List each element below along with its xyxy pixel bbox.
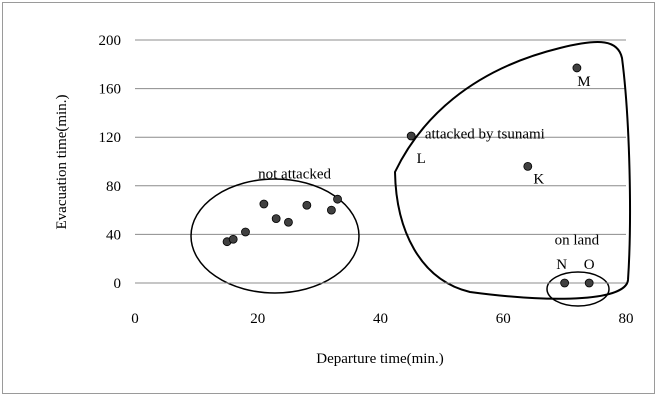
data-point-0-5 xyxy=(284,217,293,227)
data-point-0-8 xyxy=(333,194,342,204)
annotations: not attacked attacked by tsunami on land xyxy=(258,127,600,249)
y-axis-label: Evacuation time(min.) xyxy=(54,95,70,230)
data-point-0-11 xyxy=(572,63,582,73)
y-tick-label-200: 200 xyxy=(99,33,122,49)
attacked-by-tsunami-outline xyxy=(393,41,631,300)
point-label-O: O xyxy=(584,257,595,273)
x-tick-labels: 0 20 40 60 80 xyxy=(131,311,633,327)
y-tick-label-120: 120 xyxy=(99,130,122,146)
data-point-0-2 xyxy=(241,227,250,237)
annotation-1: attacked by tsunami xyxy=(425,127,545,143)
point-label-K: K xyxy=(533,171,544,187)
data-point-0-13 xyxy=(584,278,594,288)
x-tick-label-80: 80 xyxy=(619,311,634,327)
annotation-0: not attacked xyxy=(258,167,331,183)
chart-frame xyxy=(2,2,655,394)
data-point-0-4 xyxy=(271,214,281,224)
data-point-0-9 xyxy=(406,131,416,141)
data-points xyxy=(222,63,594,288)
y-tick-label-80: 80 xyxy=(106,179,121,195)
on-land-outline xyxy=(546,271,610,307)
group-outlines xyxy=(190,41,631,307)
annotation-2: on land xyxy=(555,232,600,248)
data-point-0-3 xyxy=(259,199,269,209)
x-tick-label-20: 20 xyxy=(250,311,265,327)
y-tick-label-40: 40 xyxy=(106,227,121,243)
point-labels: L K M N O xyxy=(417,74,595,273)
not-attacked-outline xyxy=(190,178,360,294)
data-point-0-10 xyxy=(523,161,533,171)
data-point-0-12 xyxy=(560,278,570,288)
x-tick-label-40: 40 xyxy=(373,311,388,327)
data-point-0-6 xyxy=(302,200,312,210)
x-tick-label-60: 60 xyxy=(496,311,511,327)
y-tick-label-160: 160 xyxy=(99,82,122,98)
gridlines xyxy=(135,39,626,235)
point-label-N: N xyxy=(556,257,567,273)
point-label-M: M xyxy=(577,74,590,90)
y-tick-label-0: 0 xyxy=(114,276,122,292)
point-label-L: L xyxy=(417,151,426,167)
x-tick-label-0: 0 xyxy=(131,311,139,327)
data-point-0-7 xyxy=(326,205,336,215)
data-point-0-1 xyxy=(228,234,238,244)
y-tick-labels: 0 40 80 120 160 200 xyxy=(99,33,122,292)
x-axis-label: Departure time(min.) xyxy=(316,351,443,367)
